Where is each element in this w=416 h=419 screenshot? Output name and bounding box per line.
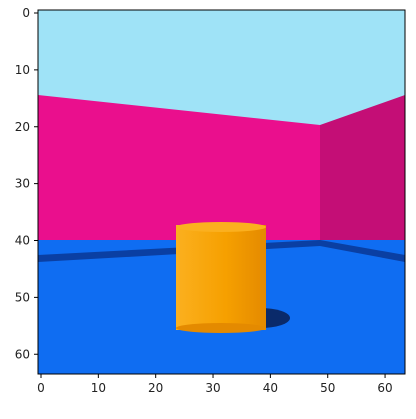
x-tick-label: 50 xyxy=(320,381,335,395)
y-tick-label: 60 xyxy=(15,347,30,361)
right-wall xyxy=(320,95,405,255)
x-axis: 0 10 20 30 40 50 60 xyxy=(37,374,393,395)
axes-frame xyxy=(37,9,406,375)
x-tick-label: 10 xyxy=(91,381,106,395)
rendered-scene xyxy=(38,10,405,374)
y-tick-label: 30 xyxy=(15,177,30,191)
y-tick-label: 10 xyxy=(15,63,30,77)
x-tick-label: 60 xyxy=(377,381,392,395)
left-wall xyxy=(38,95,320,255)
x-tick-label: 30 xyxy=(205,381,220,395)
y-axis: 0 10 20 30 40 50 60 xyxy=(15,6,38,361)
x-tick-label: 40 xyxy=(263,381,278,395)
x-tick-label: 20 xyxy=(148,381,163,395)
y-tick-label: 50 xyxy=(15,290,30,304)
y-tick-label: 40 xyxy=(15,234,30,248)
y-tick-label: 20 xyxy=(15,120,30,134)
y-tick-label: 0 xyxy=(22,6,30,20)
x-tick-label: 0 xyxy=(37,381,45,395)
cylinder xyxy=(176,222,266,333)
